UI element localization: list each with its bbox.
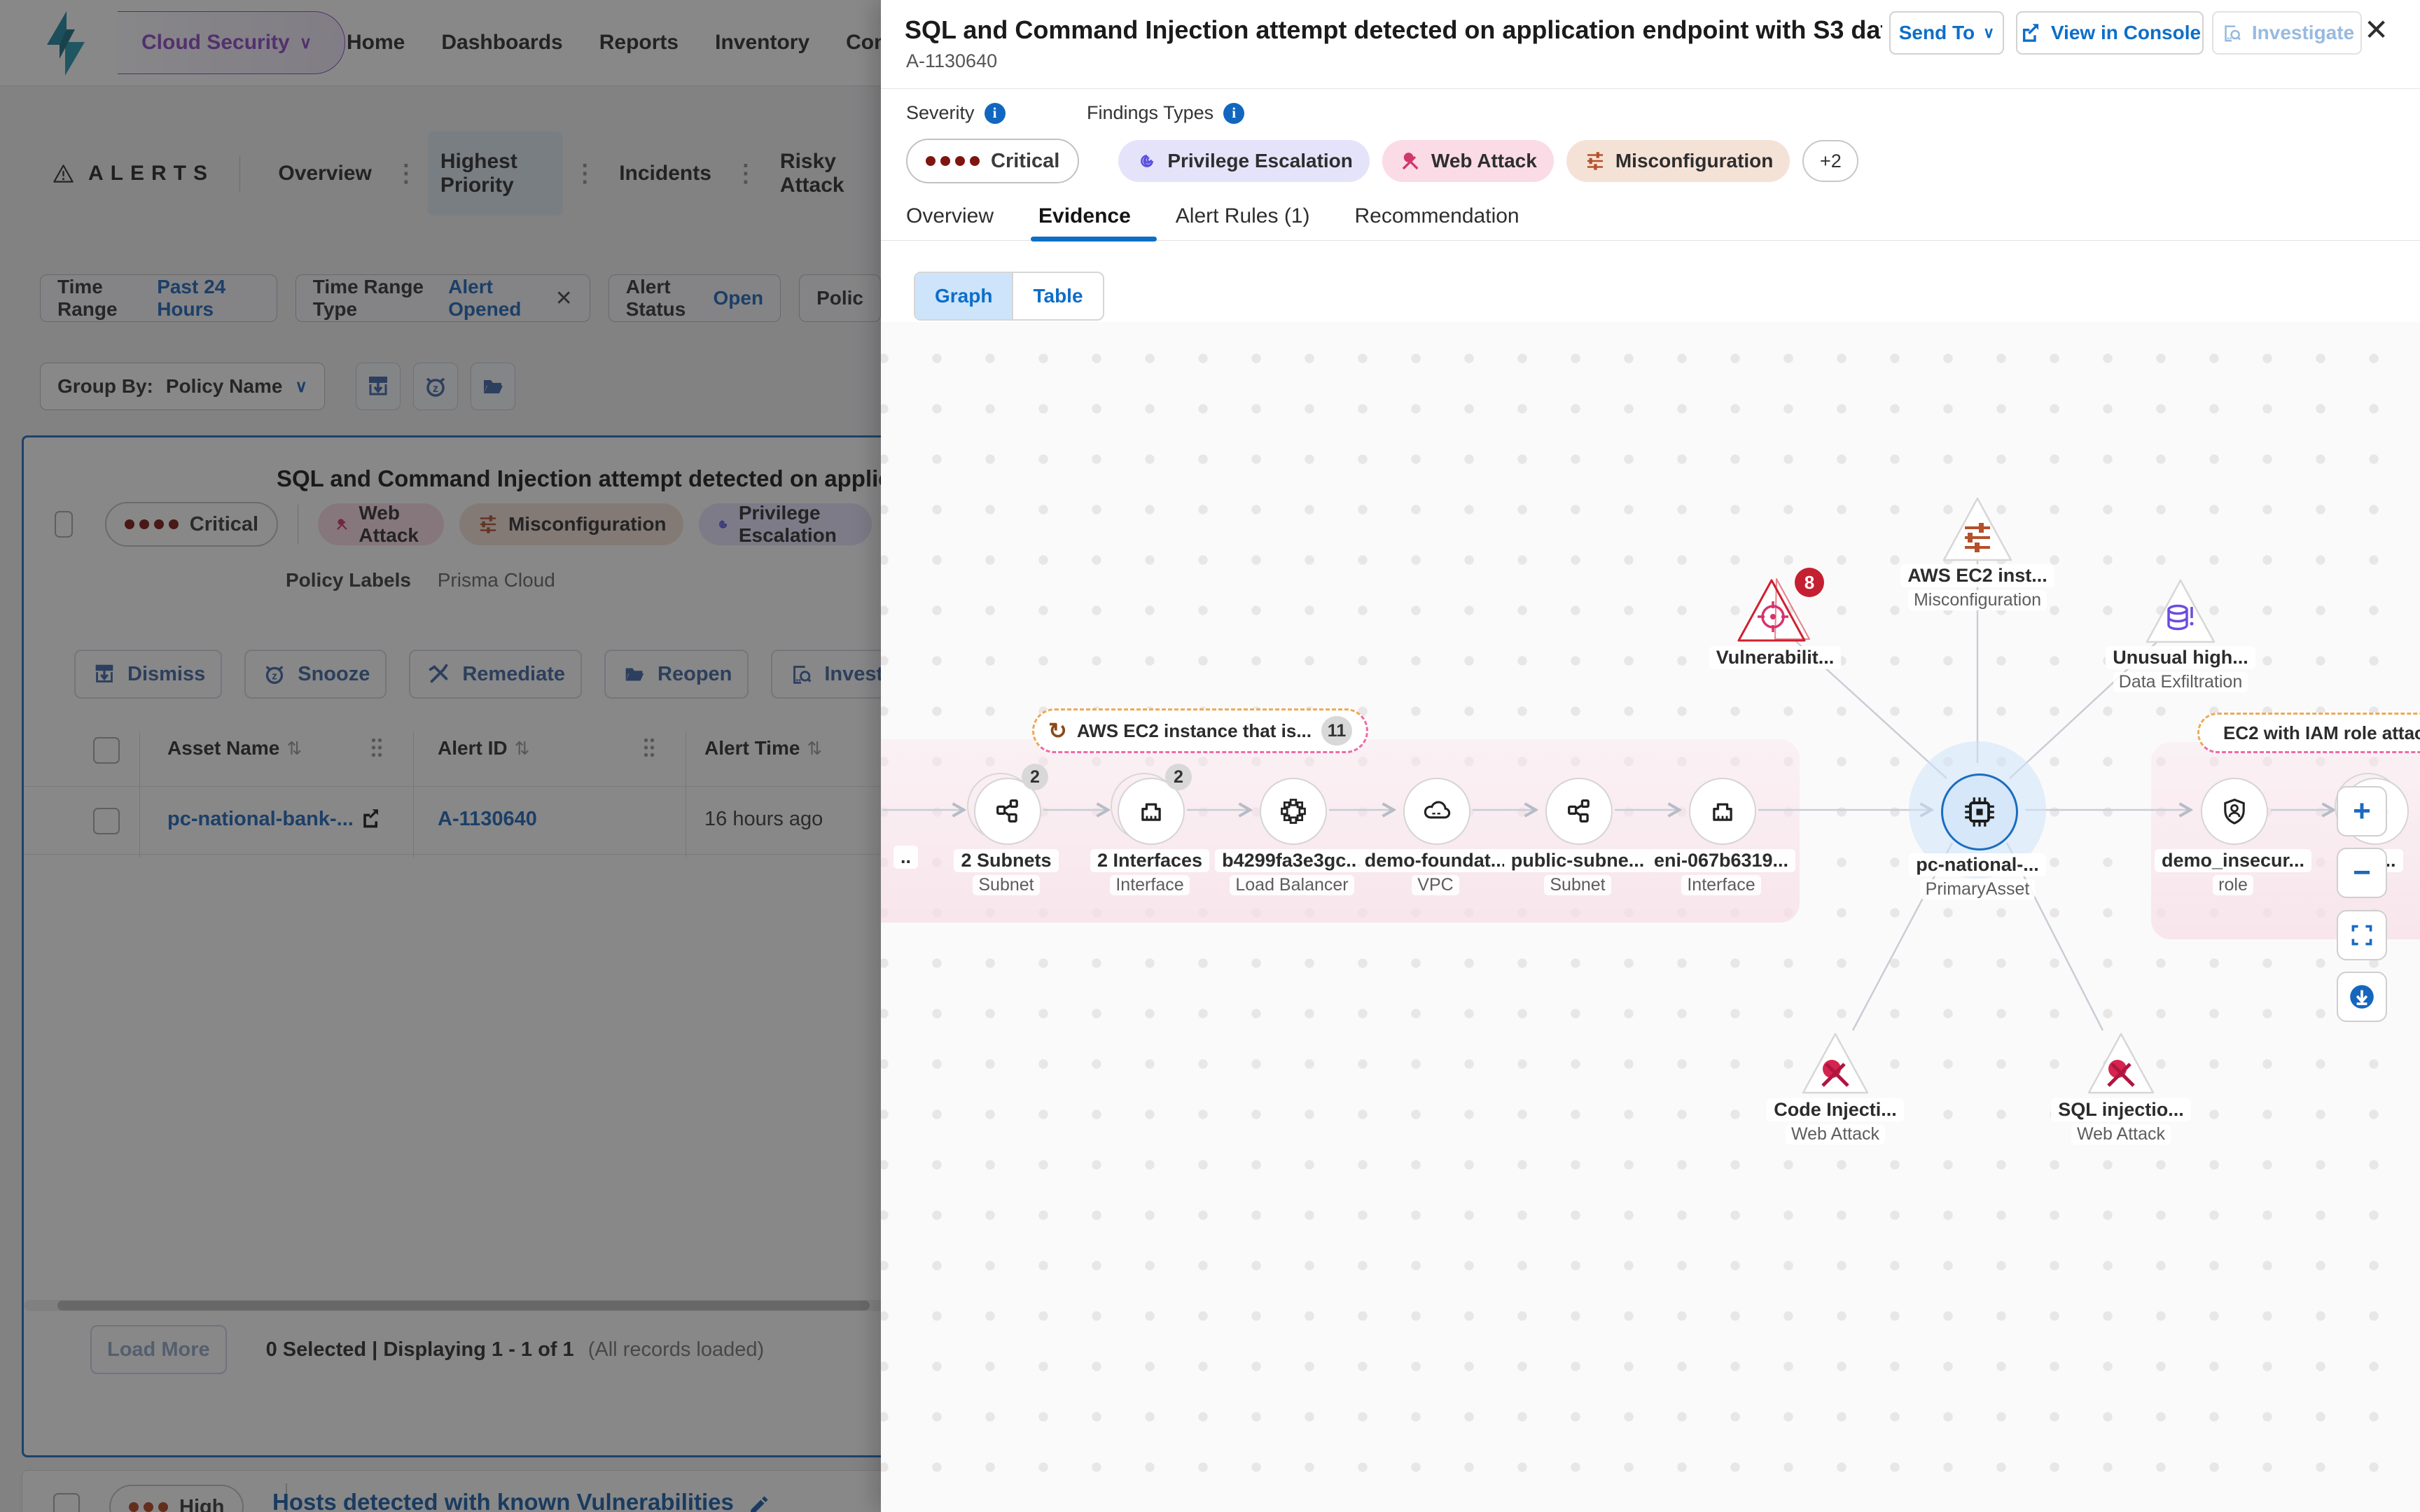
zoom-in-button[interactable]: + — [2337, 786, 2387, 836]
investigate-button-panel[interactable]: Investigate — [2212, 11, 2362, 55]
tab-evidence[interactable]: Evidence — [1038, 204, 1131, 227]
role-shield-icon — [2224, 798, 2245, 825]
tab-overview[interactable]: Overview — [906, 204, 994, 227]
graph-edges — [882, 556, 2420, 1031]
privilege-escalation-icon — [1141, 155, 1154, 167]
panel-tabs: Overview Evidence Alert Rules (1) Recomm… — [906, 204, 1520, 228]
severity-badge: Critical — [906, 139, 1080, 183]
button-label: Investigate — [2251, 22, 2355, 43]
investigate-icon — [2225, 25, 2241, 42]
node-count-badge: 2 — [1165, 764, 1192, 790]
database-exfiltration-icon — [2167, 604, 2193, 631]
severity-label: Critical — [991, 149, 1060, 172]
vpc-cloud-icon — [1424, 801, 1451, 819]
fullscreen-icon — [2351, 925, 2372, 946]
load-balancer-icon — [1281, 799, 1306, 824]
severity-findings-row: Critical Privilege Escalation Web Attack — [906, 139, 1859, 183]
severity-dots — [926, 156, 980, 166]
divider — [881, 240, 2420, 241]
info-icon[interactable]: i — [984, 102, 1006, 124]
zoom-out-button[interactable]: − — [2337, 848, 2387, 898]
interface-port-icon — [1713, 803, 1732, 821]
attack-path-icon: ↻ — [1048, 718, 1067, 743]
tab-recommendation[interactable]: Recommendation — [1354, 204, 1520, 227]
button-label: Send To — [1898, 22, 1975, 43]
button-label: View in Console — [2050, 22, 2202, 43]
fullscreen-button[interactable] — [2337, 910, 2387, 960]
web-attack-icon — [1402, 153, 1419, 170]
toggle-graph[interactable]: Graph — [915, 273, 1013, 319]
evidence-graph-canvas[interactable]: ↻ AWS EC2 instance that is... 11 EC2 wit… — [881, 322, 2420, 1512]
misconfiguration-sliders-icon — [1587, 152, 1603, 170]
finding-tag-misconfiguration: Misconfiguration — [1566, 140, 1790, 182]
active-tab-underline — [1031, 237, 1157, 241]
attack-path-pill-right[interactable]: EC2 with IAM role attach... — [2197, 713, 2420, 753]
severity-section-label: Severity i — [906, 102, 1006, 124]
toggle-table[interactable]: Table — [1012, 273, 1102, 319]
view-in-console-button[interactable]: View in Console — [2016, 11, 2204, 55]
panel-alert-id: A-1130640 — [906, 50, 998, 71]
open-in-console-icon — [2022, 24, 2038, 42]
ec2-instance-chip-icon — [1965, 797, 1994, 827]
tag-label: Misconfiguration — [1615, 150, 1774, 172]
finding-tag-privilege-escalation: Privilege Escalation — [1118, 140, 1370, 182]
vulnerability-count-badge: 8 — [1795, 568, 1824, 597]
alert-detail-panel: SQL and Command Injection attempt detect… — [881, 0, 2420, 1512]
tab-alert-rules[interactable]: Alert Rules (1) — [1175, 204, 1310, 227]
clipped-node-label: .. — [893, 846, 919, 869]
graph-table-toggle: Graph Table — [914, 272, 1104, 321]
attack-path-count: 11 — [1321, 716, 1353, 746]
modal-scrim[interactable] — [0, 0, 881, 1512]
close-icon[interactable]: ✕ — [2364, 13, 2389, 46]
tag-label: Web Attack — [1431, 150, 1537, 172]
findings-more-badge[interactable]: +2 — [1802, 140, 1859, 182]
interface-port-icon — [1141, 803, 1161, 821]
attack-path-pill-left[interactable]: ↻ AWS EC2 instance that is... 11 — [1032, 708, 1369, 753]
info-icon[interactable]: i — [1223, 102, 1245, 124]
subnet-icon — [996, 799, 1018, 822]
download-icon — [2350, 985, 2374, 1009]
node-count-badge: 2 — [1022, 764, 1048, 790]
web-attack-icon — [2107, 1060, 2135, 1087]
tag-label: Privilege Escalation — [1167, 150, 1353, 172]
web-attack-icon — [1821, 1060, 1849, 1087]
send-to-button[interactable]: Send To ∨ — [1889, 11, 2004, 55]
attack-path-label: EC2 with IAM role attach... — [2223, 722, 2420, 743]
finding-tag-web-attack: Web Attack — [1382, 140, 1554, 182]
findings-section-label: Findings Types i — [1087, 102, 1245, 124]
subnet-icon — [1568, 799, 1590, 822]
panel-title: SQL and Command Injection attempt detect… — [905, 15, 1882, 44]
attack-path-label: AWS EC2 instance that is... — [1076, 720, 1312, 741]
misconfiguration-sliders-icon — [1965, 523, 1990, 552]
divider — [881, 88, 2420, 89]
chevron-down-icon: ∨ — [1983, 24, 1995, 41]
download-graph-button[interactable] — [2337, 972, 2387, 1022]
vulnerability-target-icon — [1758, 601, 1788, 632]
